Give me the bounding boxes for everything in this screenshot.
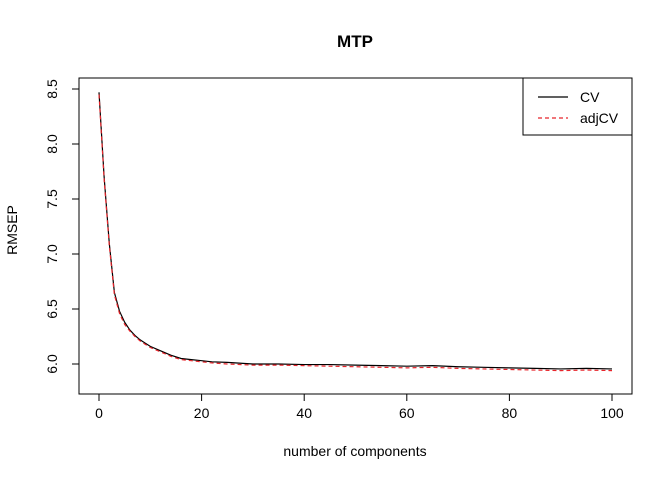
legend-label-cv: CV [580,89,600,105]
x-tick-label: 60 [399,405,415,421]
series-line-adjcv [98,94,613,372]
y-tick-label: 7.0 [44,244,60,264]
series-line-cv [98,92,613,370]
y-tick-label: 8.0 [44,134,60,154]
x-axis-label: number of components [283,443,426,459]
series-layer [98,92,613,372]
legend-label-adjcv: adjCV [580,110,619,126]
chart-title: MTP [337,32,373,51]
x-tick-label: 40 [296,405,312,421]
y-axis: 6.0 6.5 7.0 7.5 8.0 8.5 [44,79,80,374]
y-tick-label: 6.5 [44,299,60,319]
legend-box [522,77,633,136]
x-axis: 0 20 40 60 80 100 [95,393,624,421]
x-tick-label: 100 [600,405,624,421]
x-tick-label: 80 [502,405,518,421]
x-tick-label: 20 [194,405,210,421]
y-tick-label: 8.5 [44,79,60,99]
y-tick-label: 6.0 [44,354,60,374]
y-tick-label: 7.5 [44,189,60,209]
x-tick-label: 0 [95,405,103,421]
y-axis-label: RMSEP [4,205,20,255]
legend: CV adjCV [522,77,633,136]
